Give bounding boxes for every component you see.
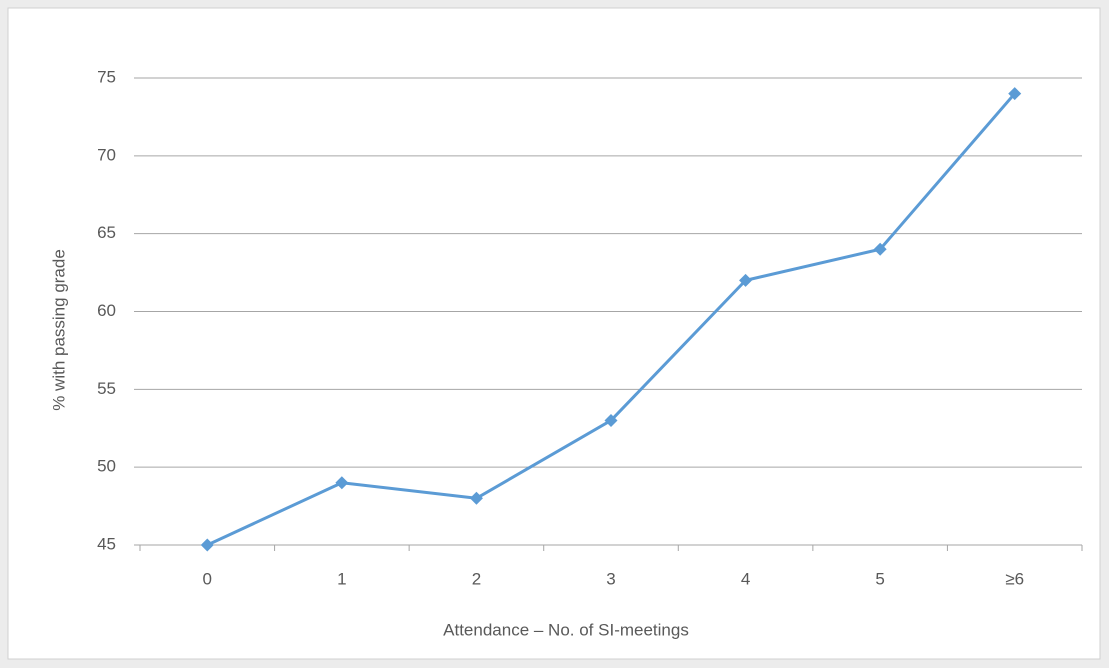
y-axis-title: % with passing grade: [49, 249, 68, 411]
x-tick-label: 1: [337, 569, 346, 588]
y-tick-label: 45: [97, 534, 116, 553]
y-tick-label: 60: [97, 301, 116, 320]
chart-frame: [7, 7, 1101, 660]
x-axis-title: Attendance – No. of SI-meetings: [443, 620, 689, 639]
y-tick-label: 55: [97, 379, 116, 398]
data-point: [873, 242, 887, 256]
data-point: [604, 413, 618, 427]
x-tick-label: 2: [472, 569, 481, 588]
y-tick-label: 65: [97, 223, 116, 242]
data-point: [1008, 87, 1022, 101]
x-tick-label: 3: [606, 569, 615, 588]
x-tick-label: 5: [875, 569, 884, 588]
x-tick-label: 4: [741, 569, 750, 588]
data-point: [469, 491, 483, 505]
data-point: [335, 476, 349, 490]
y-tick-label: 50: [97, 457, 116, 476]
x-tick-label: 0: [203, 569, 212, 588]
x-tick-label: ≥6: [1005, 569, 1024, 588]
data-point: [739, 273, 753, 287]
data-point: [200, 538, 214, 552]
y-tick-label: 75: [97, 67, 116, 86]
y-tick-label: 70: [97, 145, 116, 164]
